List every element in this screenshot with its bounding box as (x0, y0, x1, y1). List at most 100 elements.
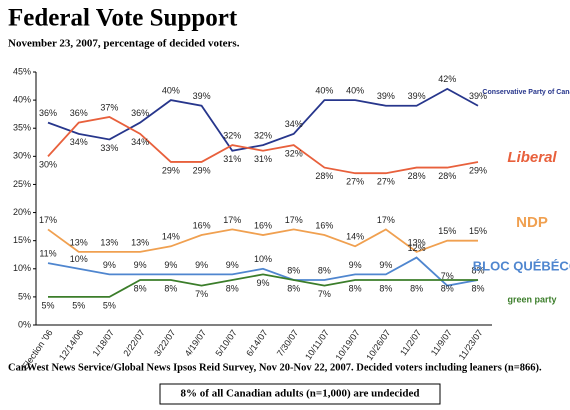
x-tick-label: 11/9/07 (429, 328, 454, 358)
series-line (47, 116, 479, 175)
data-label: 9% (134, 260, 147, 270)
data-label: 34% (70, 137, 88, 147)
data-label: 39% (469, 91, 487, 101)
data-label: 7% (441, 271, 454, 281)
data-label: 34% (285, 119, 303, 129)
y-tick-label: 0% (18, 319, 31, 329)
data-label: 7% (195, 289, 208, 299)
source-note: CanWest News Service/Global News Ipsos R… (8, 362, 542, 373)
data-label: 17% (377, 215, 395, 225)
y-tick-label: 20% (13, 207, 31, 217)
data-label: 10% (254, 254, 272, 264)
legend-label: Liberal (507, 149, 557, 166)
data-label: 9% (164, 260, 177, 270)
undecided-note: 8% of all Canadian adults (n=1,000) are … (181, 388, 420, 400)
data-label: 40% (346, 85, 364, 95)
series-line (47, 87, 479, 152)
data-label: 8% (379, 283, 392, 293)
series-line (48, 273, 478, 298)
data-label: 32% (254, 130, 272, 140)
data-label: 10% (70, 254, 88, 264)
y-tick-label: 15% (13, 235, 31, 245)
data-label: 13% (131, 237, 149, 247)
data-label: 9% (349, 260, 362, 270)
x-tick-label: 5/10/07 (213, 328, 238, 358)
data-label: 12% (408, 243, 426, 253)
data-label: 5% (72, 300, 85, 310)
x-tick-label: 1/18/07 (91, 328, 116, 358)
data-label: 8% (287, 283, 300, 293)
data-label: 40% (162, 85, 180, 95)
data-label: 17% (223, 215, 241, 225)
data-label: 39% (377, 91, 395, 101)
data-label: 32% (223, 130, 241, 140)
data-label: 9% (379, 260, 392, 270)
data-label: 17% (39, 215, 57, 225)
x-tick-label: 2/22/07 (121, 328, 146, 358)
y-tick-label: 30% (13, 151, 31, 161)
data-label: 36% (131, 108, 149, 118)
data-label: 8% (287, 265, 300, 275)
chart-title: Federal Vote Support (8, 5, 238, 32)
data-label: 39% (408, 91, 426, 101)
x-tick-label: 10/26/07 (364, 328, 392, 362)
data-label: 9% (103, 260, 116, 270)
data-label: 40% (315, 85, 333, 95)
data-label: 29% (162, 165, 180, 175)
x-tick-label: 4/19/07 (183, 328, 208, 358)
x-tick-label: 10/11/07 (303, 328, 331, 362)
data-label: 14% (346, 232, 364, 242)
data-label: 8% (441, 283, 454, 293)
data-label: 15% (438, 226, 456, 236)
data-label: 28% (438, 171, 456, 181)
data-label: 36% (70, 108, 88, 118)
series-line (47, 256, 479, 287)
data-label: 28% (408, 171, 426, 181)
data-label: 37% (100, 102, 118, 112)
data-label: 8% (164, 283, 177, 293)
data-label: 8% (318, 265, 331, 275)
data-label: 31% (254, 154, 272, 164)
x-tick-label: 3/22/07 (152, 328, 177, 358)
data-label: 28% (315, 171, 333, 181)
data-label: 14% (162, 232, 180, 242)
legend-label: NDP (516, 214, 548, 231)
data-label: 15% (469, 226, 487, 236)
y-tick-label: 35% (13, 123, 31, 133)
chart-subtitle: November 23, 2007, percentage of decided… (8, 38, 240, 50)
data-label: 8% (226, 283, 239, 293)
data-label: 33% (100, 143, 118, 153)
data-label: 8% (349, 283, 362, 293)
y-tick-label: 45% (13, 66, 31, 76)
data-label: 30% (39, 160, 57, 170)
series-line (47, 228, 478, 253)
data-label: 5% (41, 300, 54, 310)
x-tick-label: 7/30/07 (275, 328, 300, 358)
data-label: 13% (70, 237, 88, 247)
x-tick-label: 10/19/07 (333, 328, 361, 362)
data-label: 27% (346, 177, 364, 187)
data-label: 13% (408, 237, 426, 247)
x-tick-label: 6/14/07 (244, 328, 269, 358)
legend-label: Conservative Party of Canada (482, 89, 570, 96)
legend-label: green party (507, 294, 556, 304)
y-tick-label: 40% (13, 94, 31, 104)
data-label: 27% (377, 177, 395, 187)
data-label: 9% (226, 260, 239, 270)
data-label: 5% (103, 300, 116, 310)
y-tick-label: 25% (13, 179, 31, 189)
data-label: 42% (438, 74, 456, 84)
data-label: 9% (256, 278, 269, 288)
legend-label: BLOC QUÉBÉCOIS (473, 258, 570, 273)
data-label: 39% (193, 91, 211, 101)
data-label: 31% (223, 154, 241, 164)
data-label: 8% (471, 283, 484, 293)
data-label: 9% (195, 260, 208, 270)
data-label: 8% (410, 283, 423, 293)
data-label: 8% (134, 283, 147, 293)
y-tick-label: 5% (18, 291, 31, 301)
data-label: 16% (254, 220, 272, 230)
data-label: 36% (39, 108, 57, 118)
y-tick-label: 10% (13, 263, 31, 273)
